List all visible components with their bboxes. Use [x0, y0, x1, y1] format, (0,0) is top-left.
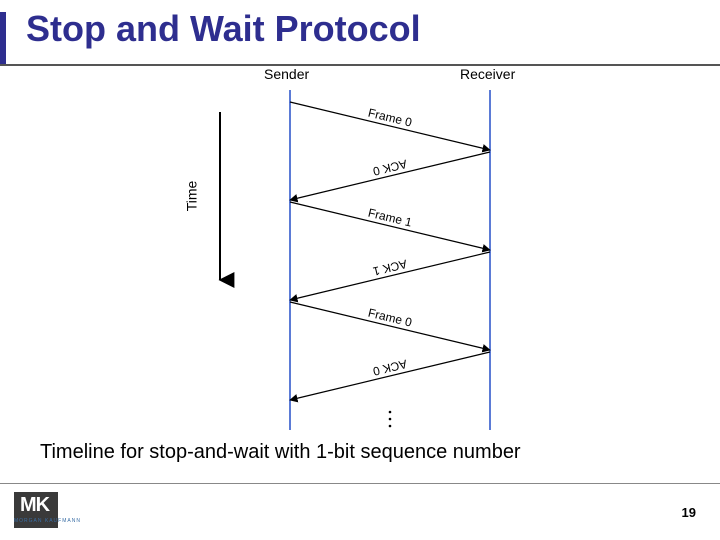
slide-title: Stop and Wait Protocol: [26, 8, 421, 50]
diagram-svg: [150, 60, 570, 450]
message-arrow: [290, 302, 490, 350]
slide: Stop and Wait Protocol Chapter 2 Sender …: [0, 0, 720, 540]
publisher-logo: MK MORGAN KAUFMANN: [14, 492, 104, 528]
footer-rule: [0, 483, 720, 484]
logo-publisher: MORGAN KAUFMANN: [14, 518, 81, 524]
page-number: 19: [682, 505, 696, 520]
title-band: Stop and Wait Protocol: [0, 0, 720, 66]
message-arrow: [290, 202, 490, 250]
message-arrow: [290, 102, 490, 150]
ellipsis-dot: [389, 425, 392, 428]
chapter-label: Chapter 2: [716, 0, 720, 6]
ellipsis-dot: [389, 418, 392, 421]
slide-caption: Timeline for stop-and-wait with 1-bit se…: [40, 441, 521, 464]
ellipsis-dot: [389, 411, 392, 414]
title-accent-bar: [0, 12, 6, 64]
time-axis-label: Time: [183, 181, 199, 212]
sequence-diagram: Sender Receiver Frame 0ACK 0Frame 1ACK 1…: [150, 60, 570, 450]
logo-mk: MK: [20, 494, 49, 517]
